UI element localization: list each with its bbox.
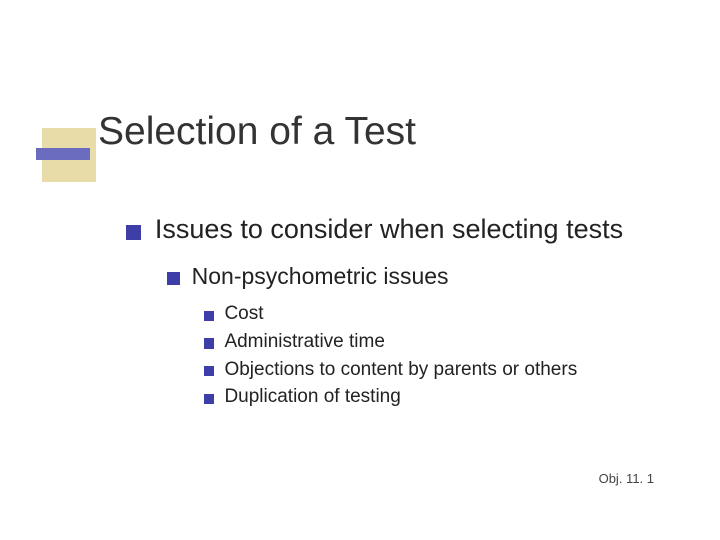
square-bullet-icon (204, 338, 214, 348)
list-item: Duplication of testing (204, 385, 577, 409)
footer-objective: Obj. 11. 1 (599, 471, 654, 486)
l3-text: Objections to content by parents or othe… (224, 358, 577, 382)
bullet-level-3-list: Cost Administrative time Objections to c… (204, 302, 577, 413)
l1-text: Issues to consider when selecting tests (155, 213, 623, 247)
square-bullet-icon (126, 225, 141, 240)
list-item: Administrative time (204, 330, 577, 354)
title-accent-front (36, 148, 90, 160)
bullet-level-1: Issues to consider when selecting tests (126, 213, 623, 247)
list-item: Objections to content by parents or othe… (204, 358, 577, 382)
l3-text: Cost (224, 302, 263, 326)
l3-text: Duplication of testing (224, 385, 400, 409)
slide: Selection of a Test Issues to consider w… (0, 0, 720, 540)
square-bullet-icon (167, 272, 180, 285)
square-bullet-icon (204, 394, 214, 404)
bullet-level-2: Non-psychometric issues (167, 262, 449, 291)
l2-text: Non-psychometric issues (192, 262, 449, 291)
slide-title: Selection of a Test (98, 110, 416, 154)
square-bullet-icon (204, 311, 214, 321)
l3-text: Administrative time (224, 330, 385, 354)
square-bullet-icon (204, 366, 214, 376)
list-item: Cost (204, 302, 577, 326)
